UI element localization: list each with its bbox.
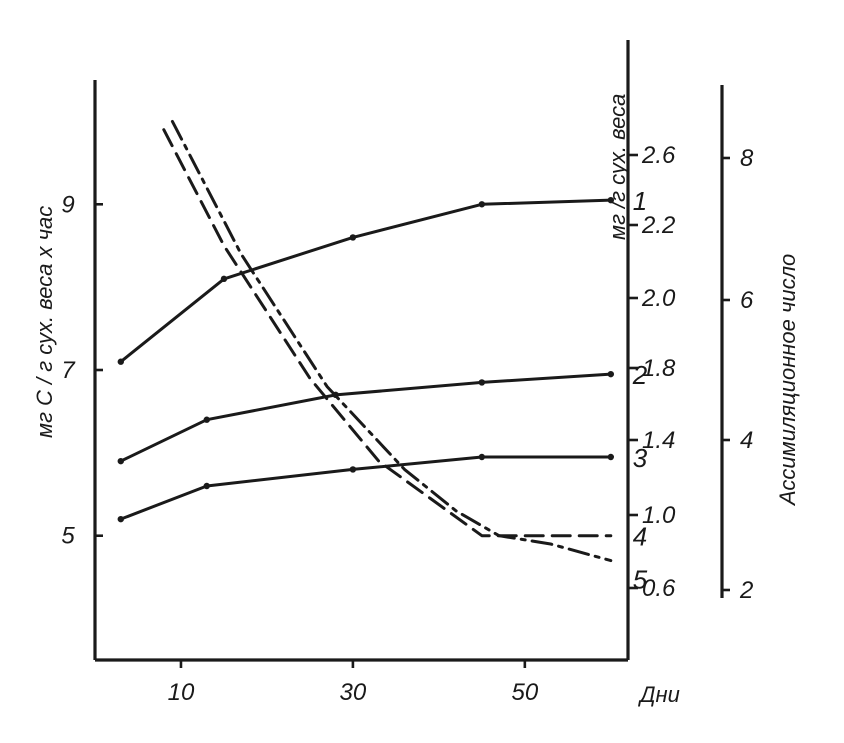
series-label-3: 3: [633, 443, 648, 473]
y-left-tick-label: 9: [61, 191, 74, 218]
y-right-inner-tick-label: 2.2: [641, 212, 675, 239]
series-line-2: [119, 372, 613, 463]
series-label-2: 2: [632, 360, 648, 390]
y-left-tick-label: 7: [61, 357, 76, 384]
y-right-outer-tick-label: 8: [740, 145, 754, 172]
y-right-inner-tick-label: 1.8: [642, 355, 676, 382]
y-right-inner-ticks: 0.6 1.0 1.4 1.8 2.0 2.2 2.6: [628, 142, 676, 602]
series-3-point: [349, 466, 357, 473]
y-right-inner-tick-label: 2.6: [641, 142, 676, 169]
series-label-1: 1: [633, 186, 647, 216]
x-ticks: 10 30 50: [168, 660, 539, 706]
series-1-point: [349, 234, 357, 241]
y-right-inner-tick-label: 1.4: [642, 427, 675, 454]
y-right-outer-axis-label: Ассимиляционное число: [775, 254, 800, 507]
y-right-outer-tick-label: 4: [740, 427, 753, 454]
y-left-tick-label: 5: [61, 523, 75, 550]
series-3-point: [117, 515, 124, 523]
y-left-axis-label: мг С / г сух. веса х час: [32, 206, 57, 438]
series-1-point: [478, 201, 486, 208]
y-right-inner-tick-label: 1.0: [642, 502, 676, 529]
series-group: 1 2 3 4 5: [117, 119, 648, 595]
series-2-point: [203, 416, 210, 423]
y-right-inner-tick-label: 2.0: [641, 285, 676, 312]
series-3-point: [203, 482, 210, 490]
y-left-ticks: 5 7 9: [61, 191, 103, 550]
y-right-outer-tick-label: 2: [739, 577, 753, 604]
x-tick-label: 10: [168, 679, 195, 706]
series-3-point: [607, 453, 615, 461]
series-label-4: 4: [633, 522, 647, 552]
series-2-point: [117, 457, 124, 465]
y-right-outer-ticks: 2 4 6 8: [722, 145, 754, 604]
series-2-point: [607, 370, 615, 378]
series-3-point: [478, 453, 486, 461]
series-1-point: [607, 196, 615, 204]
series-line-5: [170, 119, 613, 563]
series-line-4: [162, 128, 613, 538]
series-line-3: [119, 455, 613, 521]
y-right-inner-tick-label: 0.6: [642, 575, 676, 602]
series-2-point: [478, 379, 486, 386]
y-right-outer-tick-label: 6: [740, 287, 754, 314]
series-label-5: 5: [633, 565, 648, 595]
series-1-point: [117, 358, 124, 365]
y-right-inner-axis-label: мг /г сух. веса: [605, 94, 630, 240]
x-tick-label: 50: [511, 679, 538, 706]
x-tick-label: 30: [340, 679, 367, 706]
series-1-point: [220, 275, 228, 283]
series-line-1: [119, 198, 613, 364]
x-axis-label: Дни: [637, 682, 680, 707]
